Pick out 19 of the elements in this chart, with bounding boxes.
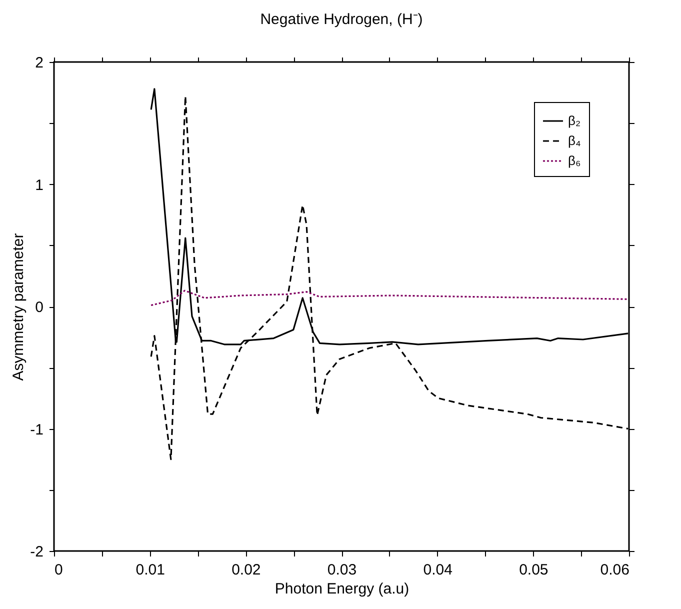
y-tick-label: 0 <box>35 299 44 316</box>
y-axis-title: Asymmetry parameter <box>10 233 28 381</box>
x-tick-label: 0.03 <box>327 562 357 578</box>
line-series <box>150 290 629 306</box>
x-tick-label: 0.02 <box>232 562 261 578</box>
x-tick-label: 0 <box>54 562 63 578</box>
legend-label: β₆ <box>568 153 581 168</box>
legend-label: β₂ <box>568 113 581 128</box>
x-axis-title: Photon Energy (a.u) <box>274 580 410 598</box>
y-tick-label: 1 <box>35 176 44 194</box>
x-tick-label: 0.04 <box>423 562 452 578</box>
y-tick-label: -1 <box>30 421 44 438</box>
x-tick-label: 0.01 <box>136 562 165 578</box>
legend-label: β₄ <box>568 133 581 148</box>
y-tick-label: 2 <box>35 54 44 72</box>
x-tick-label: 0.06 <box>600 562 630 578</box>
chart-title: Negative Hydrogen, (H⁻) <box>260 11 423 28</box>
y-tick-label: -2 <box>30 544 44 560</box>
x-tick-label: 0.05 <box>519 562 548 578</box>
